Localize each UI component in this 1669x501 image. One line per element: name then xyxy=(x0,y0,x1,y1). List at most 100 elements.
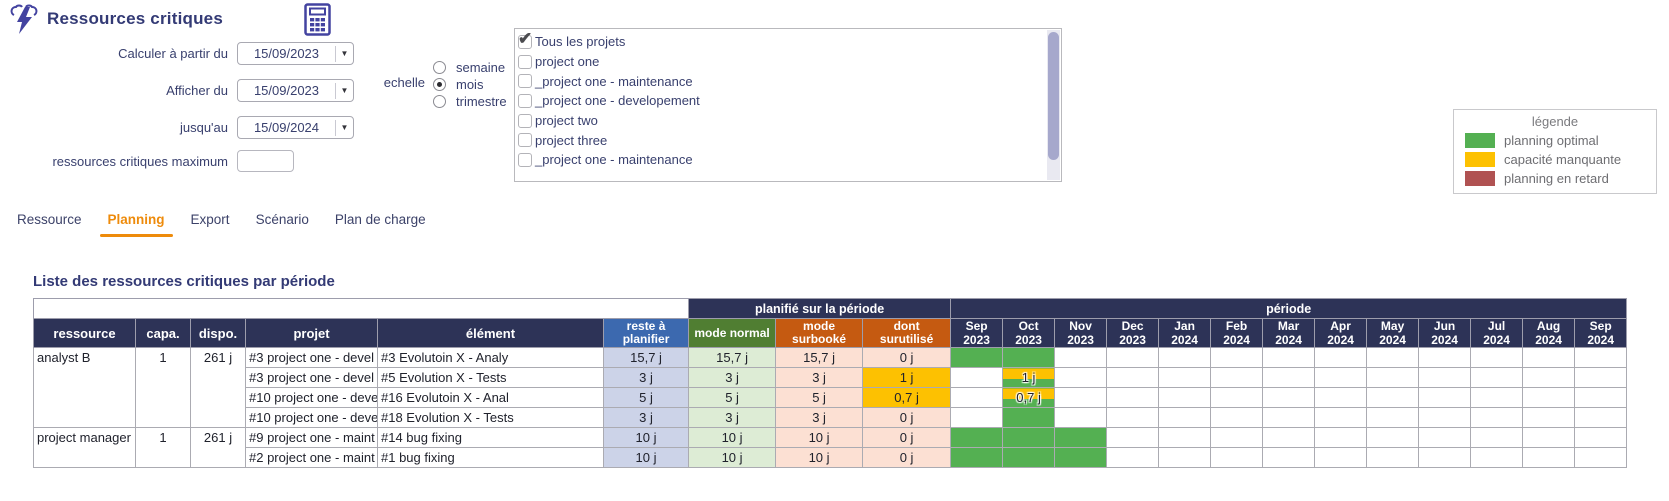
max-resources-label: ressources critiques maximum xyxy=(52,154,228,169)
period-cell xyxy=(1314,427,1368,448)
calculator-icon[interactable] xyxy=(304,3,331,41)
project-list-item[interactable]: _project one - maintenance xyxy=(518,150,1043,170)
display-from-select[interactable]: 15/09/2023 ▼ xyxy=(237,79,354,102)
period-cell xyxy=(1366,387,1420,408)
project-checkbox[interactable] xyxy=(518,54,532,69)
project-list-item[interactable]: _project one - developement xyxy=(518,91,1043,111)
month-header: Nov 2023 xyxy=(1054,318,1108,348)
header-spacer xyxy=(32,298,690,319)
period-cell xyxy=(1522,447,1576,468)
period-cell-optimal xyxy=(1002,407,1056,428)
radio-icon[interactable] xyxy=(433,77,446,91)
col-header-mode-normal: mode normal xyxy=(688,318,777,348)
col-header-ressource: ressource xyxy=(33,318,136,348)
period-cell xyxy=(1262,387,1316,408)
month-header: Dec 2023 xyxy=(1106,318,1160,348)
period-cell xyxy=(950,407,1004,428)
month-header: Jan 2024 xyxy=(1158,318,1212,348)
period-cell xyxy=(1210,387,1264,408)
scale-radio-trimestre[interactable]: trimestre xyxy=(433,93,507,109)
project-label: _project one - maintenance xyxy=(535,73,693,89)
tab-sc-nario[interactable]: Scénario xyxy=(255,212,309,227)
tab-ressource[interactable]: Ressource xyxy=(17,212,82,227)
chevron-down-icon[interactable]: ▼ xyxy=(340,49,349,58)
cell-mode-normal: 10 j xyxy=(688,447,777,468)
calc-from-select[interactable]: 15/09/2023 ▼ xyxy=(237,42,354,65)
project-list-item[interactable]: ✔ Tous les projets xyxy=(518,29,1043,52)
period-cell xyxy=(1522,347,1576,368)
period-cell xyxy=(1210,447,1264,468)
cell-dont-surutilise: 1 j xyxy=(862,367,952,388)
display-until-label: jusqu'au xyxy=(179,120,228,135)
period-cell xyxy=(1054,407,1108,428)
period-cell-optimal xyxy=(950,347,1004,368)
cell-reste-a-planifier: 15,7 j xyxy=(602,347,690,368)
cell-dont-surutilise: 0 j xyxy=(862,427,952,448)
cell-projet: #3 project one - devel xyxy=(245,367,378,388)
project-list-item[interactable]: project two xyxy=(518,111,1043,131)
period-cell-optimal xyxy=(1054,447,1108,468)
period-cell xyxy=(1366,427,1420,448)
scale-option-label: trimestre xyxy=(456,93,507,109)
period-cell xyxy=(1574,367,1628,388)
project-checkbox[interactable] xyxy=(518,93,532,108)
radio-icon[interactable] xyxy=(433,94,446,108)
chevron-down-icon[interactable]: ▼ xyxy=(340,123,349,132)
cell-element: #14 bug fixing xyxy=(377,427,604,448)
col-header-reste-a-planifier: reste à planifier xyxy=(602,318,690,348)
page-title: Ressources critiques xyxy=(47,9,223,28)
radio-icon[interactable] xyxy=(433,60,446,74)
project-checkbox[interactable] xyxy=(518,152,532,167)
period-cell-optimal xyxy=(950,427,1004,448)
col-header-dispo: dispo. xyxy=(190,318,246,348)
period-cell xyxy=(1106,447,1160,468)
project-checkbox[interactable] xyxy=(518,74,532,89)
project-list-item[interactable]: _project one - maintenance xyxy=(518,71,1043,91)
project-label: _project one - maintenance xyxy=(535,152,693,168)
project-label: project three xyxy=(535,132,608,148)
period-cell xyxy=(1158,407,1212,428)
period-cell xyxy=(1158,367,1212,388)
cell-mode-normal: 5 j xyxy=(688,387,777,408)
cell-projet: #10 project one - deve xyxy=(245,387,378,408)
legend-label: planning en retard xyxy=(1504,171,1609,186)
period-cell xyxy=(1262,427,1316,448)
tab-plan-de-charge[interactable]: Plan de charge xyxy=(334,212,426,227)
cell-dont-surutilise: 0 j xyxy=(862,347,952,368)
project-checkbox[interactable] xyxy=(518,133,532,148)
cell-mode-normal: 10 j xyxy=(688,427,777,448)
project-checkbox[interactable] xyxy=(518,113,532,128)
project-list-item[interactable]: project three xyxy=(518,130,1043,150)
table-row: #3 project one - devel #5 Evolution X - T… xyxy=(34,367,1628,388)
projects-listbox[interactable]: ✔ Tous les projets project one _project one… xyxy=(514,28,1062,182)
cell-capa: 1 xyxy=(135,427,191,468)
cell-element: #5 Evolution X - Tests xyxy=(377,367,604,388)
period-cell xyxy=(1366,347,1420,368)
period-cell xyxy=(1106,347,1160,368)
project-label: Tous les projets xyxy=(535,34,626,50)
max-resources-input[interactable] xyxy=(237,150,294,172)
calc-from-value: 15/09/2023 xyxy=(253,46,320,61)
cell-reste-a-planifier: 3 j xyxy=(602,367,690,388)
scale-radio-semaine[interactable]: semaine xyxy=(433,59,505,75)
scale-radio-mois[interactable]: mois xyxy=(433,76,483,92)
month-header: Aug 2024 xyxy=(1522,318,1576,348)
display-until-select[interactable]: 15/09/2024 ▼ xyxy=(237,116,354,139)
critical-resources-table: planifié sur la période période ressourc… xyxy=(32,298,1628,468)
project-checkbox[interactable]: ✔ xyxy=(518,29,532,49)
cell-projet: #10 project one - deve xyxy=(245,407,378,428)
listbox-scrollbar[interactable] xyxy=(1047,30,1060,180)
chevron-down-icon[interactable]: ▼ xyxy=(340,86,349,95)
legend-title: légende xyxy=(1531,114,1579,129)
period-cell xyxy=(1054,347,1108,368)
tab-export[interactable]: Export xyxy=(190,212,230,227)
period-cell xyxy=(1210,427,1264,448)
month-header: Jun 2024 xyxy=(1418,318,1472,348)
tab-planning[interactable]: Planning xyxy=(99,212,173,237)
cell-mode-surbooke: 10 j xyxy=(775,427,864,448)
period-cell-optimal xyxy=(1002,447,1056,468)
project-list-item[interactable]: project one xyxy=(518,52,1043,72)
legend-item: planning en retard xyxy=(1454,171,1656,186)
scrollbar-thumb[interactable] xyxy=(1048,32,1059,160)
